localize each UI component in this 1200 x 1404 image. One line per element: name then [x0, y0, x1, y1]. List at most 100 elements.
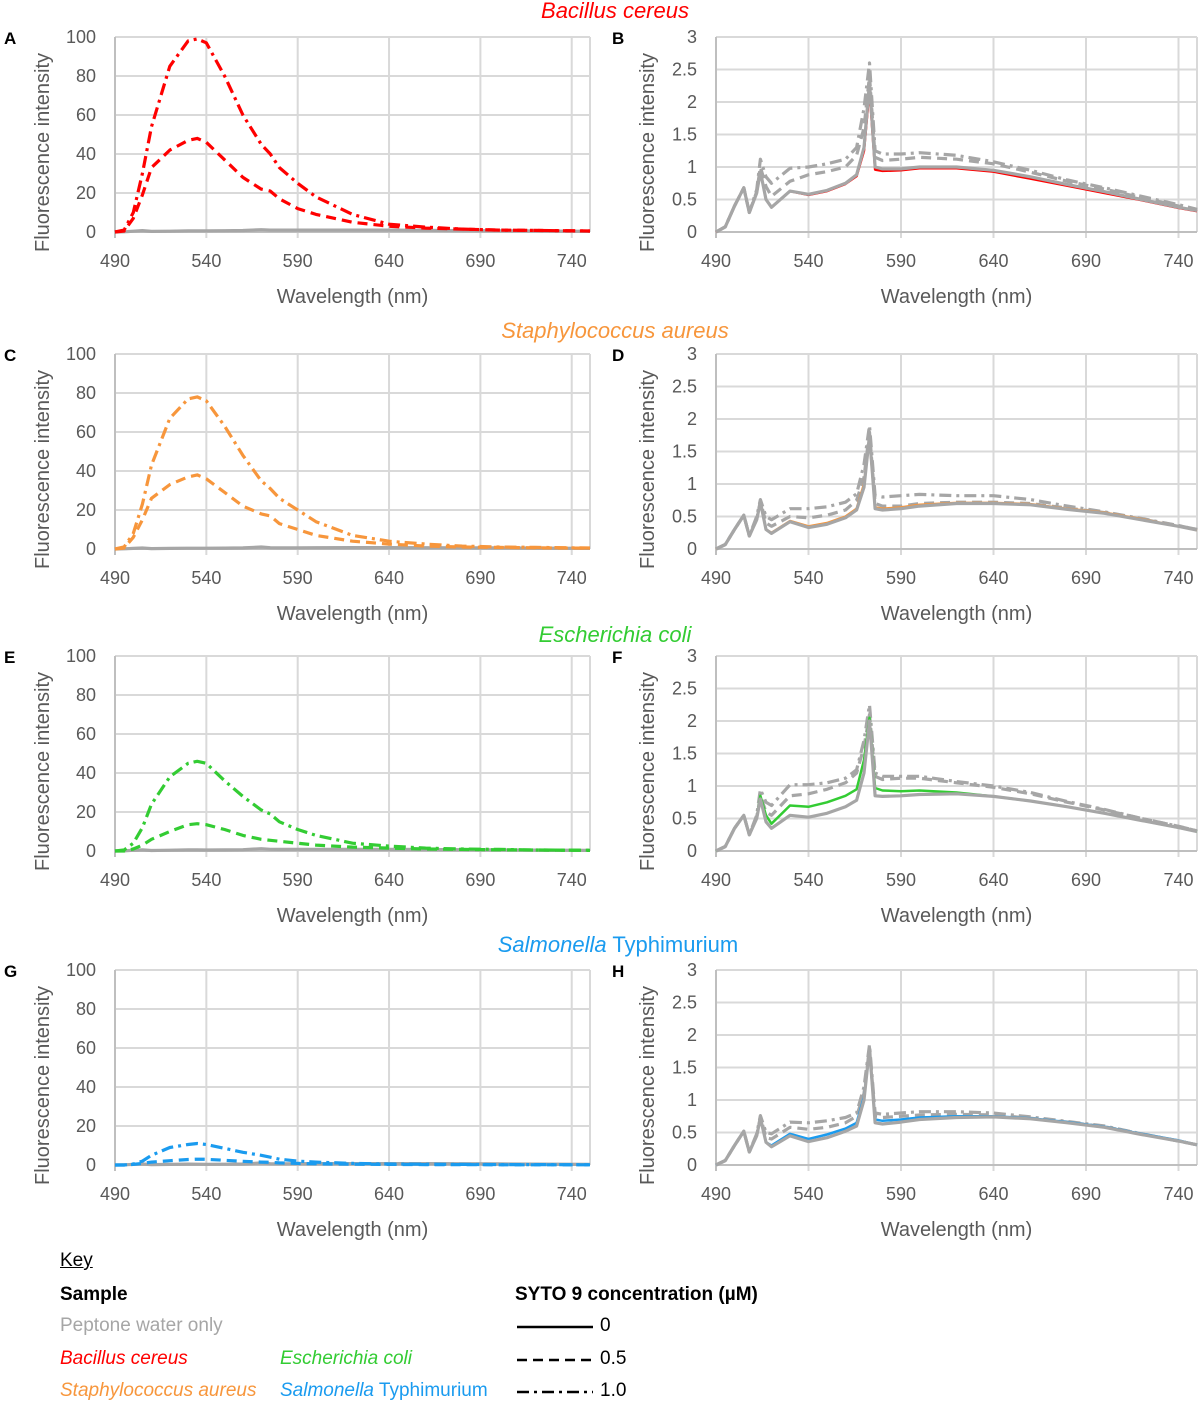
panel-F: 0 0.5 1 1.5 2 2.5 3 490 540 590 640 690 740 F Waveleng…	[612, 646, 1198, 927]
y-tick-label: 20	[76, 183, 96, 203]
y-tick-label: 40	[76, 1077, 96, 1097]
x-axis-title: Wavelength (nm)	[881, 603, 1033, 625]
key-salmonella-italic: Salmonella	[280, 1380, 374, 1401]
y-axis-title: Fluorescence intensity	[32, 370, 54, 569]
x-tick-label: 690	[1071, 568, 1101, 588]
y-axis-title: Fluorescence intensity	[32, 672, 54, 871]
x-tick-label: 590	[283, 251, 313, 271]
y-tick-label: 60	[76, 422, 96, 442]
series-line-peptone-water-only-0.5	[715, 712, 1198, 853]
panel-B: 0 0.5 1 1.5 2 2.5 3 490 540 590 640 690 740 B Waveleng…	[612, 27, 1198, 308]
y-axis-title: Fluorescence intensity	[32, 986, 54, 1185]
x-tick-label: 490	[100, 568, 130, 588]
series-line-peptone-water-only-1.0	[715, 61, 1198, 234]
y-tick-label: 2	[687, 711, 697, 731]
y-tick-label: 60	[76, 105, 96, 125]
x-tick-label: 540	[793, 870, 823, 890]
x-tick-label: 740	[557, 568, 587, 588]
series-line-peptone-water-only-1.0	[715, 1043, 1198, 1167]
key-title: Key	[60, 1250, 93, 1271]
y-tick-label: 100	[66, 646, 96, 666]
x-tick-label: 690	[1071, 870, 1101, 890]
x-axis-title: Wavelength (nm)	[277, 1219, 429, 1241]
y-tick-label: 0	[86, 222, 96, 242]
key-salmonella-plain: Typhimurium	[374, 1380, 488, 1401]
x-tick-label: 540	[793, 251, 823, 271]
x-tick-label: 490	[100, 870, 130, 890]
y-tick-label: 0	[687, 539, 697, 559]
x-tick-label: 590	[886, 568, 916, 588]
key-concentration-header: SYTO 9 concentration (µM)	[515, 1284, 758, 1305]
y-tick-label: 0	[86, 1155, 96, 1175]
y-tick-label: 1.5	[672, 1058, 697, 1078]
row-title-italic: Bacillus cereus	[541, 0, 689, 23]
x-tick-label: 490	[701, 870, 731, 890]
x-axis-title: Wavelength (nm)	[881, 286, 1033, 308]
y-tick-label: 1	[687, 1090, 697, 1110]
y-tick-label: 80	[76, 66, 96, 86]
y-axis-title: Fluorescence intensity	[637, 370, 659, 569]
y-axis-title: Fluorescence intensity	[637, 53, 659, 252]
series-line-salmonella-typhimurium-1.0	[115, 1141, 591, 1167]
key-sample-salmonella: Salmonella Typhimurium	[280, 1380, 488, 1402]
y-tick-label: 1	[687, 776, 697, 796]
x-tick-label: 490	[100, 251, 130, 271]
key-sample-bacillus: Bacillus cereus	[60, 1348, 188, 1369]
y-tick-label: 20	[76, 500, 96, 520]
x-tick-label: 590	[886, 870, 916, 890]
x-axis-title: Wavelength (nm)	[277, 603, 429, 625]
y-tick-label: 1.5	[672, 442, 697, 462]
y-axis-title: Fluorescence intensity	[32, 53, 54, 252]
row-title-italic: Staphylococcus aureus	[501, 318, 729, 343]
y-tick-label: 80	[76, 383, 96, 403]
x-tick-label: 740	[1163, 251, 1193, 271]
series-line-staphylococcus-aureus-0.5	[114, 473, 591, 551]
y-tick-label: 0.5	[672, 190, 697, 210]
x-tick-label: 540	[793, 1184, 823, 1204]
panel-label: A	[4, 29, 16, 48]
x-axis-title: Wavelength (nm)	[277, 286, 429, 308]
x-tick-label: 590	[886, 1184, 916, 1204]
row-title-ecoli: Escherichia coli	[539, 622, 692, 648]
x-axis-title: Wavelength (nm)	[277, 905, 429, 927]
key-sample-header: Sample	[60, 1284, 128, 1305]
x-tick-label: 690	[465, 1184, 495, 1204]
y-tick-label: 0	[687, 222, 697, 242]
key-conc-0.5: 0.5	[600, 1348, 627, 1369]
x-tick-label: 690	[465, 870, 495, 890]
panel-label: B	[612, 29, 624, 48]
row-title-italic: Salmonella	[497, 932, 607, 957]
x-tick-label: 590	[283, 568, 313, 588]
series-line-peptone-water-only-0	[715, 1046, 1198, 1167]
series-line-peptone-water-only-0.5	[715, 430, 1198, 551]
y-tick-label: 2	[687, 1025, 697, 1045]
panel-label: C	[4, 346, 16, 365]
series-line-staphylococcus-aureus-0	[715, 437, 1198, 551]
y-tick-label: 3	[687, 960, 697, 980]
series-line-peptone-water-only-0	[114, 228, 591, 234]
x-tick-label: 640	[374, 251, 404, 271]
y-tick-label: 1	[687, 474, 697, 494]
y-tick-label: 3	[687, 344, 697, 364]
y-tick-label: 80	[76, 999, 96, 1019]
x-tick-label: 640	[374, 1184, 404, 1204]
series-line-peptone-water-only-1.0	[715, 703, 1198, 853]
y-tick-label: 100	[66, 344, 96, 364]
x-tick-label: 540	[191, 251, 221, 271]
x-tick-label: 740	[1163, 870, 1193, 890]
panel-G: 0 20 40 60 80 100 490 540 590 640 690 740 G Wavelengt…	[4, 960, 591, 1241]
series-line-bacillus-cereus-1.0	[114, 37, 591, 234]
x-tick-label: 740	[557, 1184, 587, 1204]
x-axis-title: Wavelength (nm)	[881, 905, 1033, 927]
key-conc-1.0: 1.0	[600, 1380, 627, 1401]
x-tick-label: 640	[374, 870, 404, 890]
series-line-escherichia-coli-1.0	[114, 759, 591, 853]
y-tick-label: 0	[687, 1155, 697, 1175]
series-line-escherichia-coli-0.5	[115, 822, 591, 853]
series-line-peptone-water-only-1.0	[715, 423, 1198, 551]
x-tick-label: 640	[978, 568, 1008, 588]
panel-C: 0 20 40 60 80 100 490 540 590 640 690 740 C Wavelengt…	[4, 344, 591, 625]
y-tick-label: 20	[76, 1116, 96, 1136]
y-tick-label: 0.5	[672, 507, 697, 527]
